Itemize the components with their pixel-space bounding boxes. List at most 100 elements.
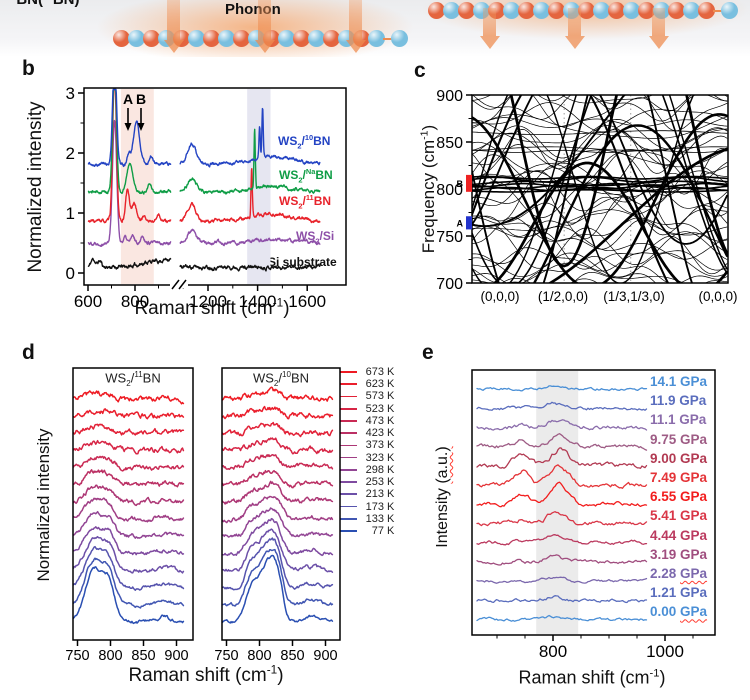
curve xyxy=(472,141,728,172)
curve xyxy=(476,614,648,622)
pressure-unit: GPa xyxy=(679,393,707,409)
curve xyxy=(472,170,728,217)
text-part: ) xyxy=(659,667,666,688)
curve xyxy=(492,161,728,283)
text-part: Raman shift (cm xyxy=(128,665,267,686)
boron-atom xyxy=(113,30,130,47)
nitrogen-atom xyxy=(593,2,610,19)
curve xyxy=(72,408,185,420)
pressure-label: 11.1 GPa xyxy=(650,412,707,428)
pressure-unit: GPa xyxy=(680,566,708,581)
plot-frame xyxy=(83,87,347,286)
curve xyxy=(221,437,334,455)
curve xyxy=(472,217,728,242)
curve xyxy=(221,421,334,438)
curve xyxy=(72,566,185,625)
pressure-unit: GPa xyxy=(680,508,708,524)
text-part: 2 xyxy=(273,379,279,389)
curve xyxy=(72,469,185,488)
boron-atom xyxy=(668,2,685,19)
curve xyxy=(221,453,334,471)
text-part: WS xyxy=(105,370,127,386)
panel-d-title-10bn: WS2/10BN xyxy=(252,370,309,389)
curve xyxy=(472,178,728,230)
nitrogen-atom xyxy=(308,30,325,47)
panel-c-letter: c xyxy=(414,59,426,82)
text-part: 10 xyxy=(282,370,291,380)
legend-line-icon xyxy=(340,468,357,471)
text-part: ) xyxy=(283,298,290,319)
text-part: -1 xyxy=(272,296,284,310)
curve xyxy=(72,423,185,436)
boron-atom xyxy=(458,2,475,19)
boron-atom xyxy=(233,30,250,47)
isotope-label: 10BN(11BN) xyxy=(6,0,79,8)
bond xyxy=(383,37,392,40)
tick-label: 800 xyxy=(121,292,149,311)
nitrogen-atom xyxy=(443,2,460,19)
text-part: 10 xyxy=(304,133,314,142)
tick-label: 750 xyxy=(436,229,463,246)
phonon-arrow xyxy=(345,0,366,53)
text-part: / xyxy=(302,168,306,182)
curve xyxy=(472,95,728,104)
pressure-label: 7.49 GPa xyxy=(650,470,708,485)
pressure-unit: GPa xyxy=(680,585,708,601)
curve xyxy=(476,576,648,584)
curve xyxy=(476,554,648,566)
tick-label: 2 xyxy=(66,144,75,163)
mode-marker xyxy=(466,216,472,230)
panel-e-xlabel: Raman shift (cm-1) xyxy=(519,668,666,689)
curve xyxy=(472,231,728,275)
axis-break xyxy=(170,282,188,288)
legend-line-icon xyxy=(340,481,357,483)
pressure-label: 5.41 GPa xyxy=(650,508,708,524)
tick-label: A xyxy=(457,218,464,228)
boron-atom xyxy=(203,30,220,47)
legend-label: 623 K xyxy=(365,378,395,391)
text-part: Raman shift (cm xyxy=(134,298,273,319)
tick-label: 0 xyxy=(66,264,75,283)
boron-atom xyxy=(608,2,625,19)
curve xyxy=(221,405,334,420)
legend-label: 673 K xyxy=(365,366,395,378)
text-part: 2 xyxy=(298,175,303,185)
text-part: 11 xyxy=(305,193,314,202)
curve xyxy=(472,184,728,190)
pressure-unit: GPa xyxy=(680,450,708,466)
nitrogen-atom xyxy=(683,2,700,19)
text-part: -1 xyxy=(649,667,660,680)
panel-d-plot: 750 800 850 900 750 800 850 900 xyxy=(65,367,341,664)
panel-d-letter: d xyxy=(22,341,35,364)
legend-line-icon xyxy=(340,444,357,447)
curve xyxy=(476,433,648,451)
legend-label: 133 K xyxy=(365,512,395,525)
curve xyxy=(179,228,321,247)
pressure-unit: GPa xyxy=(680,470,708,485)
pressure-unit: GPa xyxy=(679,412,707,428)
legend-item: 673 K xyxy=(340,366,394,378)
legend-item: 173 K xyxy=(340,501,394,513)
curve xyxy=(72,545,185,591)
phonon-arrow xyxy=(648,8,669,49)
boron-atom xyxy=(548,2,565,19)
curve xyxy=(472,95,728,283)
tick-label: 850 xyxy=(131,648,155,664)
pressure-unit: GPa xyxy=(680,604,708,620)
tick-label: 600 xyxy=(74,292,102,311)
nitrogen-atom xyxy=(368,30,385,47)
pressure-unit: GPa xyxy=(680,527,708,543)
text-part: BN xyxy=(315,168,333,182)
curve xyxy=(472,175,728,180)
nitrogen-atom xyxy=(503,2,520,19)
nitrogen-atom xyxy=(391,30,408,47)
curve xyxy=(476,511,648,527)
tick-label: 850 xyxy=(436,135,463,152)
curve xyxy=(179,107,321,168)
text-part: WS xyxy=(252,370,274,386)
tick-label: B xyxy=(136,91,146,107)
curve xyxy=(501,277,599,283)
curve xyxy=(472,195,728,240)
nitrogen-atom xyxy=(128,30,145,47)
